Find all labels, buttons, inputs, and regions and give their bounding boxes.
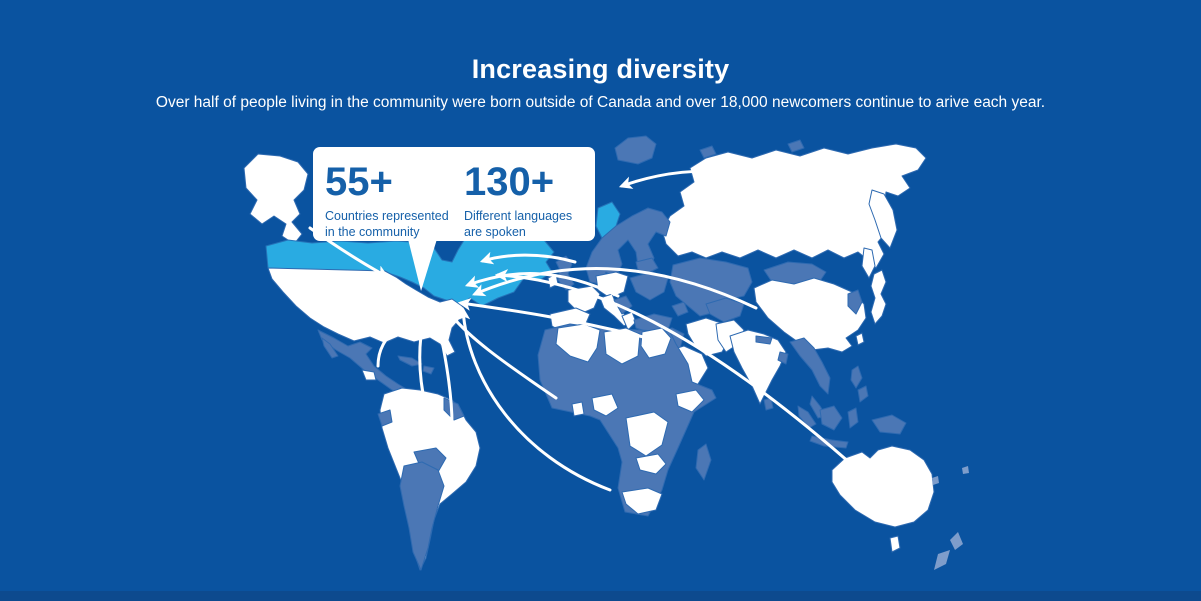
country-libya [603,327,641,365]
region-caucasus [671,301,689,317]
island-new-guinea [871,414,907,435]
country-japan [870,269,887,325]
stat-languages-value: 130+ [464,160,555,204]
country-india [729,329,787,405]
migration-arrow-middle-east [457,297,657,342]
migration-arrow-central-asia [472,267,758,310]
migration-arrow-caribbean [376,321,407,368]
island-java [809,435,849,449]
stat-countries-value: 55+ [325,160,393,204]
region-sakhalin [861,247,876,279]
migration-arrow-brazil [432,311,454,426]
country-new-zealand [950,532,963,550]
country-taiwan [855,332,865,346]
stats-row: 55+ Countries represented in the communi… [313,147,595,241]
country-usa [267,267,469,357]
region-baja [321,337,339,359]
country-greenland [614,135,657,165]
island-hispaniola [422,365,435,375]
region-guyanas [443,397,465,421]
pacific-island [932,476,939,485]
migration-arrow-siberia [618,169,852,230]
country-korea [847,289,863,315]
country-australia [831,445,935,528]
island-borneo [819,405,843,431]
country-ukraine [629,271,669,301]
stats-callout: 55+ Countries represented in the communi… [313,147,595,291]
header: Increasing diversity Over half of people… [0,0,1201,112]
migration-arrow-west-africa [448,312,558,400]
migration-arrow-south-america [415,313,429,410]
region-central-europe [595,271,629,299]
region-indochina [789,337,831,395]
region-central-asia-stans [705,297,745,323]
country-new-zealand [934,550,950,570]
country-nepal [755,335,773,345]
country-russia [661,143,927,269]
country-bangladesh [777,351,789,365]
region-alaska [243,153,309,245]
country-drc [625,411,669,457]
arctic-island [787,139,805,153]
arctic-island [699,145,717,159]
migration-arrow-southern-africa [457,306,612,492]
country-ethiopia [675,389,705,413]
page-subtitle: Over half of people living in the commun… [155,94,1046,111]
country-philippines [850,365,863,389]
page-title: Increasing diversity [471,54,730,84]
stat-countries: 55+ Countries represented in the communi… [325,162,464,241]
region-central-america [361,369,377,381]
country-ghana [571,401,585,417]
footer-band [0,591,1201,601]
region-baltics [635,257,659,275]
country-mexico [317,329,409,397]
stat-languages: 130+ Different languages are spoken [464,162,572,241]
migration-arrow-scandinavia [479,251,577,265]
stat-languages-label: Different languages are spoken [464,209,573,240]
region-southern-cone [399,461,445,571]
migration-arrows [308,169,860,492]
island-sumatra [797,405,817,429]
country-madagascar [695,443,712,481]
migration-arrow-australia [494,269,860,472]
country-zambia [635,453,667,475]
country-south-africa [621,487,663,515]
island-sulawesi [847,407,859,429]
country-ecuador [377,409,393,427]
country-sri-lanka [763,397,774,411]
stat-countries-label: Countries represented in the community [325,209,449,240]
island-tasmania [889,535,901,553]
country-china [753,277,867,353]
pacific-island [962,466,969,474]
region-kamchatka [868,189,898,249]
island-cuba [397,355,423,367]
country-nigeria [591,393,619,417]
country-philippines [857,385,869,403]
